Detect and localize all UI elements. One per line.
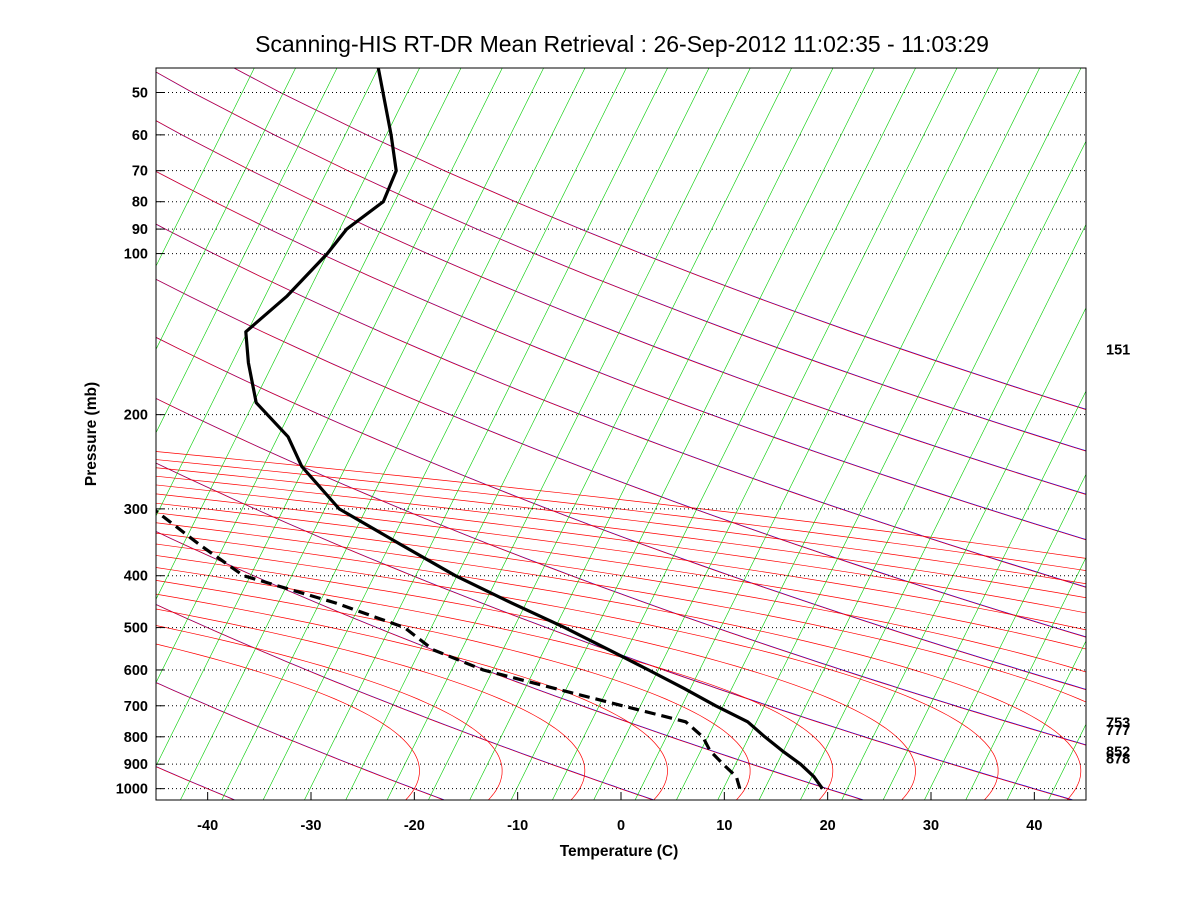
y-tick-label: 200 bbox=[124, 408, 148, 424]
x-tick-label: 40 bbox=[1026, 818, 1042, 834]
mixing-ratio-line bbox=[1006, 640, 1086, 800]
moist-adiabat-line bbox=[156, 532, 1082, 800]
mixing-ratio-line bbox=[800, 223, 1086, 800]
mixing-ratio-line bbox=[841, 307, 1086, 800]
dry-adiabat-line bbox=[156, 71, 1086, 452]
mixing-ratio-line bbox=[758, 140, 1086, 800]
y-tick-label: 500 bbox=[124, 621, 148, 637]
y-tick-label: 300 bbox=[124, 502, 148, 518]
right-annotation-label: 878 bbox=[1106, 751, 1130, 767]
right-annotation-label: 777 bbox=[1106, 723, 1130, 739]
mixing-ratio-line bbox=[924, 473, 1086, 800]
moist-adiabat-line bbox=[156, 555, 916, 800]
moist-adiabat-line bbox=[156, 593, 668, 800]
mixing-ratio-line bbox=[676, 68, 1040, 800]
mixing-ratio-line bbox=[965, 556, 1086, 800]
moist-adiabat-line bbox=[156, 625, 503, 800]
mixing-ratio-line bbox=[156, 68, 462, 684]
y-tick-label: 700 bbox=[124, 699, 148, 715]
dry-adiabat-line bbox=[156, 398, 1086, 746]
mixing-ratio-line bbox=[156, 68, 255, 267]
moist-adiabat-line bbox=[156, 567, 834, 800]
dry-adiabat-line bbox=[156, 278, 1086, 638]
right-annotation-label: 852 bbox=[1106, 744, 1130, 760]
y-tick-label: 100 bbox=[124, 247, 148, 263]
mixing-ratio-line bbox=[469, 68, 834, 800]
y-tick-label: 90 bbox=[132, 222, 148, 238]
mixing-ratio-line bbox=[262, 68, 627, 800]
dry-adiabat-line bbox=[156, 71, 1086, 452]
mixing-ratio-line bbox=[882, 390, 1086, 800]
mixing-ratio-line bbox=[156, 68, 296, 351]
y-tick-label: 70 bbox=[132, 164, 148, 180]
y-tick-label: 80 bbox=[132, 195, 148, 211]
x-tick-label: 30 bbox=[923, 818, 939, 834]
mixing-ratio-line bbox=[552, 68, 916, 800]
x-axis-label: Temperature (C) bbox=[560, 843, 679, 860]
y-tick-label: 800 bbox=[124, 730, 148, 746]
dewpoint-profile-line bbox=[156, 509, 742, 790]
moist-adiabat-line bbox=[156, 512, 1086, 673]
y-axis: 50 60 70 80 90 100 200 300 400 500 600 700 800 900 100… bbox=[116, 85, 164, 798]
x-tick-label: -10 bbox=[507, 818, 528, 834]
moist-adiabat-line bbox=[156, 580, 751, 800]
mixing-ratio-line bbox=[593, 68, 958, 800]
y-tick-label: 50 bbox=[132, 85, 148, 101]
right-annotation-label: 753 bbox=[1106, 716, 1130, 732]
mixing-ratio-line bbox=[634, 68, 999, 800]
right-annotation-label: 151 bbox=[1106, 342, 1130, 358]
x-tick-label: -20 bbox=[404, 818, 425, 834]
y-tick-label: 1000 bbox=[116, 782, 148, 798]
dry-adiabat-line bbox=[156, 223, 1086, 588]
mixing-ratio-line bbox=[221, 68, 586, 800]
moist-adiabat-line bbox=[156, 608, 586, 800]
mixing-ratio-line bbox=[428, 68, 792, 800]
y-tick-label: 600 bbox=[124, 663, 148, 679]
mixing-ratio-line bbox=[717, 68, 1082, 800]
mixing-ratio-line bbox=[156, 68, 338, 434]
background-lines bbox=[156, 68, 1086, 800]
y-axis-label: Pressure (mb) bbox=[83, 382, 100, 486]
y-tick-label: 900 bbox=[124, 757, 148, 773]
x-tick-label: 0 bbox=[617, 818, 625, 834]
x-tick-label: -30 bbox=[301, 818, 322, 834]
mixing-ratio-line bbox=[156, 68, 420, 600]
x-tick-label: 10 bbox=[716, 818, 732, 834]
x-tick-label: 20 bbox=[820, 818, 836, 834]
moist-adiabat-line bbox=[156, 543, 999, 800]
dry-adiabat-line bbox=[156, 682, 445, 800]
mixing-ratio-line bbox=[510, 68, 875, 800]
mixing-ratio-line bbox=[156, 68, 503, 767]
chart-title: Scanning-HIS RT-DR Mean Retrieval : 26-S… bbox=[255, 31, 989, 57]
temperature-profile-line bbox=[244, 68, 824, 790]
mixing-ratio-line bbox=[156, 68, 379, 517]
profile-lines bbox=[156, 68, 824, 790]
dry-adiabat-line bbox=[156, 604, 654, 800]
mixing-ratio-line bbox=[386, 68, 751, 800]
moist-adiabat-line bbox=[156, 643, 420, 800]
y-tick-label: 400 bbox=[124, 569, 148, 585]
dry-adiabat-line bbox=[156, 171, 1086, 541]
x-tick-label: -40 bbox=[197, 818, 218, 834]
dry-adiabat-line bbox=[156, 120, 1086, 495]
mixing-ratio-line bbox=[304, 68, 668, 800]
moist-adiabat-line bbox=[156, 522, 1086, 703]
mixing-ratio-line bbox=[180, 68, 544, 800]
y-tick-label: 60 bbox=[132, 128, 148, 144]
x-axis: -40 -30 -20 -10 0 10 20 30 40 bbox=[197, 792, 1042, 834]
mixing-ratio-line bbox=[345, 68, 710, 800]
